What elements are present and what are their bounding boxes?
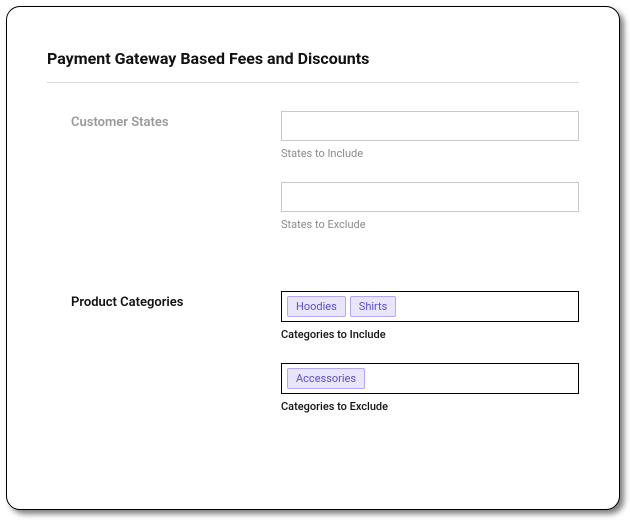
section-product-categories: Product Categories HoodiesShirts Categor…: [47, 291, 579, 435]
product-categories-label: Product Categories: [71, 291, 281, 435]
section-customer-states: Customer States States to Include States…: [47, 111, 579, 253]
settings-card: Payment Gateway Based Fees and Discounts…: [6, 6, 620, 510]
categories-include-helper: Categories to Include: [281, 328, 579, 341]
states-include-group: States to Include: [281, 111, 579, 160]
tag[interactable]: Accessories: [287, 368, 365, 389]
categories-include-input[interactable]: HoodiesShirts: [281, 291, 579, 322]
categories-exclude-helper: Categories to Exclude: [281, 400, 579, 413]
states-exclude-helper: States to Exclude: [281, 218, 579, 231]
divider: [47, 82, 579, 83]
tag[interactable]: Shirts: [350, 296, 397, 317]
states-include-input[interactable]: [281, 111, 579, 141]
categories-exclude-group: Accessories Categories to Exclude: [281, 363, 579, 413]
states-exclude-input[interactable]: [281, 182, 579, 212]
states-include-helper: States to Include: [281, 147, 579, 160]
categories-exclude-input[interactable]: Accessories: [281, 363, 579, 394]
customer-states-label: Customer States: [71, 111, 281, 253]
customer-states-fields: States to Include States to Exclude: [281, 111, 579, 253]
categories-include-group: HoodiesShirts Categories to Include: [281, 291, 579, 341]
product-categories-fields: HoodiesShirts Categories to Include Acce…: [281, 291, 579, 435]
page-title: Payment Gateway Based Fees and Discounts: [47, 49, 579, 68]
tag[interactable]: Hoodies: [287, 296, 346, 317]
states-exclude-group: States to Exclude: [281, 182, 579, 231]
